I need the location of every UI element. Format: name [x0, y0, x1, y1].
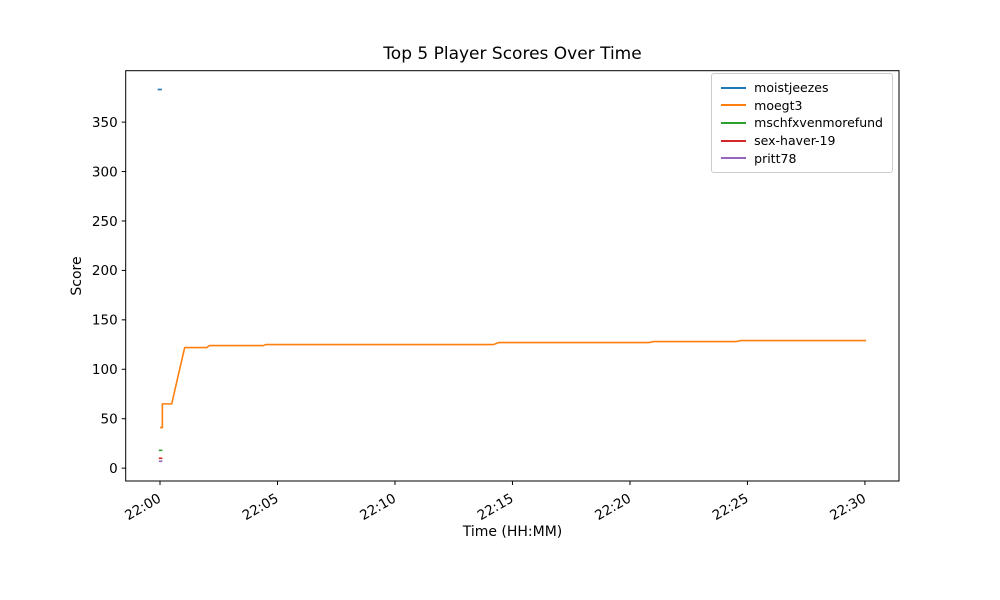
x-axis-label: Time (HH:MM) [462, 524, 563, 540]
legend-line-sample [721, 104, 747, 107]
legend-label: sex-haver-19 [754, 133, 836, 149]
x-tick-label: 22:00 [122, 491, 164, 524]
y-tick-label: 300 [92, 164, 118, 180]
y-tick-label: 50 [101, 412, 118, 428]
legend-entry-moegt3: moegt3 [721, 97, 883, 115]
legend-entry-moistjeezes: moistjeezes [721, 79, 883, 97]
y-tick-label: 200 [92, 263, 118, 279]
legend-entry-sex-haver-19: sex-haver-19 [721, 132, 883, 150]
y-tick-label: 150 [92, 313, 118, 329]
x-tick-label: 22:20 [592, 491, 634, 524]
x-tick-label: 22:10 [357, 491, 399, 524]
y-axis-label: Score [69, 256, 85, 296]
legend-line-sample [721, 157, 747, 160]
chart-title: Top 5 Player Scores Over Time [383, 44, 642, 64]
legend-label: moistjeezes [754, 80, 829, 96]
y-tick-label: 100 [92, 362, 118, 378]
legend-label: pritt78 [754, 150, 797, 166]
x-tick-label: 22:05 [240, 491, 282, 524]
legend-label: moegt3 [754, 97, 803, 113]
x-tick-label: 22:25 [710, 491, 752, 524]
y-tick-label: 250 [92, 214, 118, 230]
y-tick-label: 350 [92, 115, 118, 131]
legend-entry-pritt78: pritt78 [721, 149, 883, 167]
legend-entry-mschfxvenmorefund: mschfxvenmorefund [721, 114, 883, 132]
legend-line-sample [721, 86, 747, 89]
series-line-moegt3 [160, 339, 867, 429]
x-tick-label: 22:15 [475, 491, 517, 524]
legend-label: mschfxvenmorefund [754, 115, 883, 131]
legend-line-sample [721, 121, 747, 124]
x-tick-label: 22:30 [827, 491, 869, 524]
y-tick-label: 0 [109, 461, 118, 477]
legend: moistjeezes moegt3 mschfxvenmorefund sex-ha… [711, 73, 893, 173]
legend-line-sample [721, 139, 747, 142]
